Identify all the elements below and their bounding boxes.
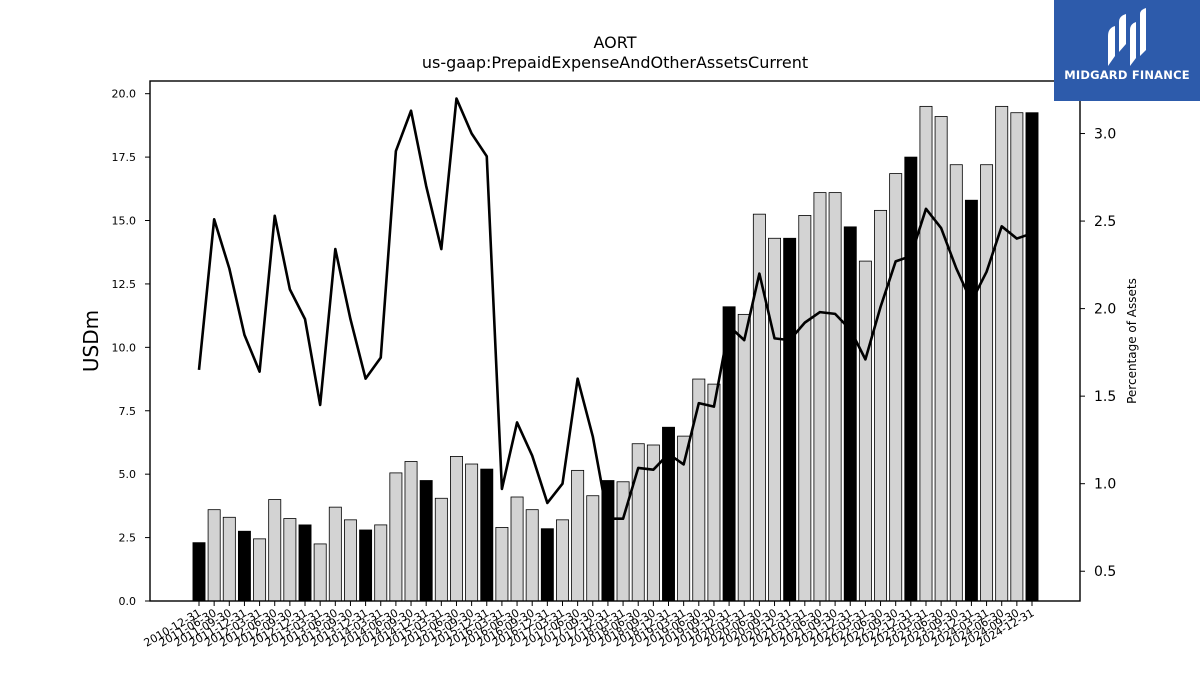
- y-tick-label: 20.0: [112, 88, 137, 101]
- y-tick-label: 10.0: [112, 341, 137, 354]
- bar-2020-03-31: [737, 313, 751, 602]
- y2-tick-label: 0.5: [1094, 564, 1116, 580]
- bar-2019-06-30: [692, 378, 706, 602]
- bar-2022-03-31: [858, 260, 872, 602]
- bar-2020-09-30: [768, 237, 781, 602]
- bar-series: [192, 105, 1039, 602]
- x-axis-ticks: 2010-12-312011-06-302011-09-302011-12-31…: [142, 601, 1037, 650]
- bar-2024-03-31: [980, 164, 994, 602]
- bar-2022-06-30: [874, 209, 888, 602]
- bar-2010-12-31: [192, 542, 206, 602]
- bar-2015-12-31: [480, 468, 494, 602]
- bar-2015-03-31: [434, 497, 448, 602]
- bar-2021-03-31: [798, 215, 812, 602]
- bar-2023-12-31: [964, 199, 978, 602]
- y2-tick-label: 3.0: [1094, 127, 1116, 143]
- bar-2014-03-31: [374, 524, 388, 602]
- bar-2024-09-30: [1010, 112, 1024, 602]
- midgard-logo-icon: [1108, 8, 1146, 66]
- bar-2013-12-31: [359, 529, 373, 602]
- y-axis-label: USDm: [79, 310, 103, 372]
- bar-2017-09-30: [586, 495, 600, 602]
- bar-2014-06-30: [389, 472, 403, 602]
- bar-2023-09-30: [949, 164, 963, 602]
- bar-2014-12-31: [419, 480, 433, 602]
- y-tick-label: 5.0: [119, 468, 137, 481]
- bar-2016-03-31: [495, 527, 509, 602]
- bar-2015-09-30: [465, 463, 479, 602]
- y2-axis-label: Percentage of Assets: [1125, 278, 1139, 404]
- bar-2022-09-30: [889, 173, 903, 602]
- y2-tick-label: 2.5: [1094, 214, 1116, 230]
- y-tick-label: 17.5: [112, 151, 137, 164]
- y2-tick-label: 1.5: [1094, 389, 1116, 405]
- bar-2013-03-31: [313, 543, 327, 602]
- bar-2012-12-31: [298, 524, 312, 602]
- bar-2011-06-30: [207, 509, 221, 602]
- bar-2023-06-30: [934, 116, 948, 602]
- y-tick-label: 15.0: [112, 215, 137, 228]
- percentage-line: [197, 97, 1033, 521]
- bar-2021-12-31: [843, 226, 857, 602]
- bar-2011-12-31: [237, 530, 251, 602]
- bar-2023-03-31: [919, 105, 933, 602]
- bar-2012-09-30: [283, 518, 297, 602]
- bar-2016-06-30: [510, 496, 524, 602]
- bar-2016-12-31: [540, 528, 554, 602]
- brand-logo: MIDGARD FINANCE: [1054, 0, 1200, 101]
- bar-2020-06-30: [752, 213, 766, 602]
- bar-2020-12-31: [783, 237, 797, 602]
- y-tick-label: 12.5: [112, 278, 137, 291]
- line-series: [197, 97, 1033, 521]
- y2-axis-ticks: 0.5 1.0 1.5 2.0 2.5 3.0: [1080, 127, 1116, 580]
- plot-frame: [149, 80, 1081, 602]
- brand-name: MIDGARD FINANCE: [1064, 68, 1190, 82]
- chart-title: AORT: [594, 33, 637, 52]
- y2-tick-label: 1.0: [1094, 477, 1116, 493]
- bar-2019-09-30: [707, 383, 721, 602]
- bar-2016-09-30: [525, 509, 539, 602]
- bar-2018-03-31: [616, 481, 630, 602]
- bar-2011-09-30: [222, 516, 236, 602]
- bar-2013-06-30: [328, 506, 342, 602]
- bar-2014-09-30: [404, 461, 418, 602]
- y-axis-ticks: 0.0 2.5 5.0 7.5 10.0 12.5 15.0 17.5 20.0: [112, 88, 150, 608]
- bar-2012-03-31: [253, 538, 267, 602]
- bar-2022-12-31: [904, 156, 918, 602]
- bar-2024-12-31: [1025, 112, 1039, 602]
- y-tick-label: 2.5: [119, 532, 137, 545]
- bar-2013-09-30: [343, 519, 357, 602]
- bar-2021-09-30: [828, 192, 842, 602]
- bar-2015-06-30: [450, 456, 463, 602]
- chart-subtitle: us-gaap:PrepaidExpenseAndOtherAssetsCurr…: [422, 53, 808, 72]
- y2-tick-label: 2.0: [1094, 302, 1116, 318]
- bar-2021-06-30: [813, 192, 827, 602]
- y-tick-label: 7.5: [119, 405, 137, 418]
- bar-2017-06-30: [571, 469, 585, 602]
- bar-2017-03-31: [556, 519, 569, 602]
- bar-2012-06-30: [268, 499, 282, 602]
- y-tick-label: 0.0: [119, 595, 137, 608]
- bar-2024-06-30: [995, 105, 1009, 602]
